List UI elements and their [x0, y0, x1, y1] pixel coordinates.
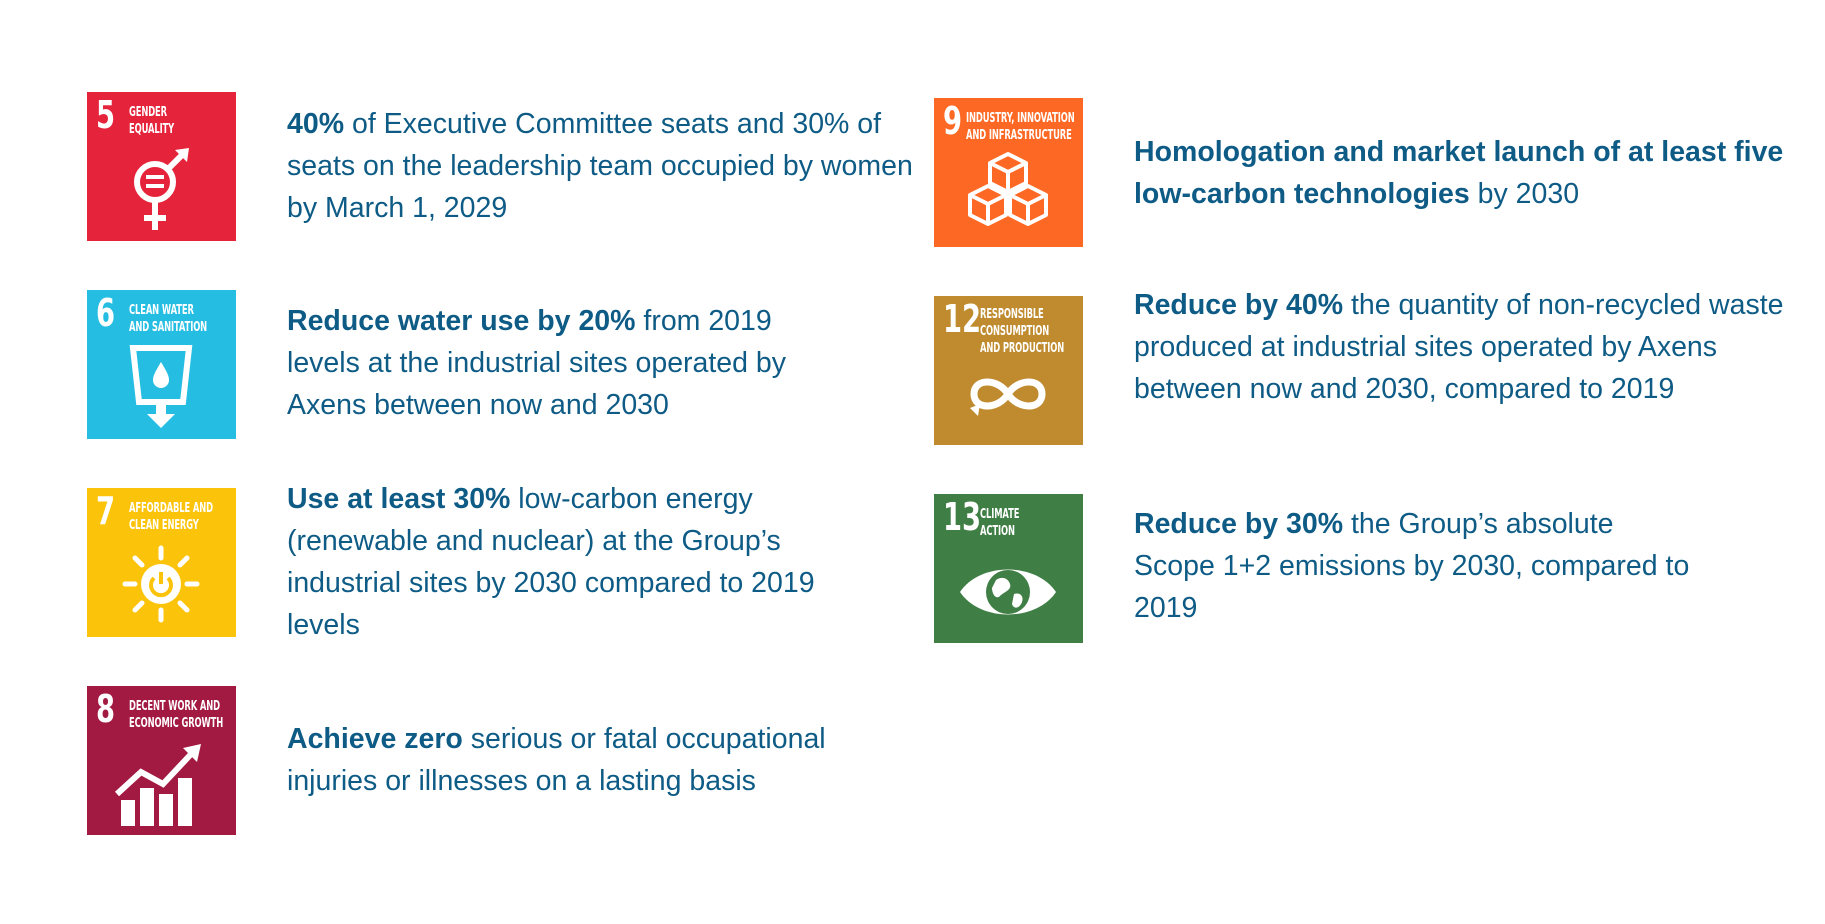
target-body: low-carbon energy (renewable and nuclear… — [287, 483, 815, 641]
sdg-number: 6 — [96, 291, 116, 335]
target-body: of Executive Committee seats and 30% of … — [287, 108, 913, 224]
clean-water-icon — [129, 345, 193, 428]
target-body: by 2030 — [1469, 178, 1580, 210]
target-body: from 2019 levels at the industrial sites… — [287, 305, 787, 421]
sdg-13-target-text: Reduce by 30% the Group’s absolute Scope… — [1134, 503, 1694, 629]
responsible-consumption-icon — [970, 378, 1046, 416]
sdg-13-tile: 13 CLIMATE ACTION — [934, 494, 1083, 643]
target-highlight: Reduce water use by 20% — [287, 305, 636, 337]
sdg-title: CLEAN WATER AND SANITATION — [129, 302, 208, 335]
target-body: serious or fatal occupational injuries o… — [287, 723, 826, 797]
sdg-9-tile: 9 INDUSTRY, INNOVATION AND INFRASTRUCTUR… — [934, 98, 1083, 247]
sdg-number: 12 — [943, 297, 982, 341]
sdg-5-target-text: 40% of Executive Committee seats and 30%… — [287, 103, 927, 229]
sdg-5-tile: 5 GENDER EQUALITY — [87, 92, 236, 241]
target-highlight: Reduce by 40% — [1134, 289, 1344, 321]
economic-growth-icon — [114, 744, 201, 826]
sdg-number: 13 — [943, 495, 982, 539]
target-highlight: 40% — [287, 108, 345, 140]
sdg-title: CLIMATE ACTION — [980, 506, 1020, 539]
sdg-7-tile: 7 AFFORDABLE AND CLEAN ENERGY — [87, 488, 236, 637]
sdg-title: GENDER EQUALITY — [129, 104, 175, 137]
sdg-6-tile: 6 CLEAN WATER AND SANITATION — [87, 290, 236, 439]
sdg-8-tile: 8 DECENT WORK AND ECONOMIC GROWTH — [87, 686, 236, 835]
sdg-title: INDUSTRY, INNOVATION AND INFRASTRUCTURE — [966, 110, 1075, 143]
sdg-title: RESPONSIBLE CONSUMPTION AND PRODUCTION — [980, 306, 1065, 356]
sdg-number: 7 — [96, 489, 116, 533]
sdg-title: DECENT WORK AND ECONOMIC GROWTH — [129, 698, 224, 731]
sdg-title: AFFORDABLE AND CLEAN ENERGY — [129, 500, 213, 533]
sdg-number: 8 — [96, 687, 116, 731]
sdg-6-target-text: Reduce water use by 20% from 2019 levels… — [287, 300, 847, 426]
sdg-number: 5 — [96, 93, 116, 137]
industry-innovation-icon — [968, 152, 1048, 226]
target-highlight: Homologation and market launch of at lea… — [1134, 136, 1784, 210]
gender-equality-icon — [134, 148, 189, 230]
target-body: the quantity of non-recycled waste produ… — [1134, 289, 1784, 405]
target-body: the Group’s absolute Scope 1+2 emissions… — [1134, 508, 1690, 624]
sdg-9-target-text: Homologation and market launch of at lea… — [1134, 131, 1784, 215]
target-highlight: Reduce by 30% — [1134, 508, 1344, 540]
climate-action-icon — [960, 569, 1056, 615]
sdg-12-tile: 12 RESPONSIBLE CONSUMPTION AND PRODUCTIO… — [934, 296, 1083, 445]
sdg-8-target-text: Achieve zero serious or fatal occupation… — [287, 718, 907, 802]
sdg-number: 9 — [943, 99, 963, 143]
sdg-7-target-text: Use at least 30% low-carbon energy (rene… — [287, 478, 847, 646]
target-highlight: Achieve zero — [287, 723, 463, 755]
target-highlight: Use at least 30% — [287, 483, 511, 515]
sdg-12-target-text: Reduce by 40% the quantity of non-recycl… — [1134, 284, 1784, 410]
clean-energy-icon — [122, 545, 200, 623]
